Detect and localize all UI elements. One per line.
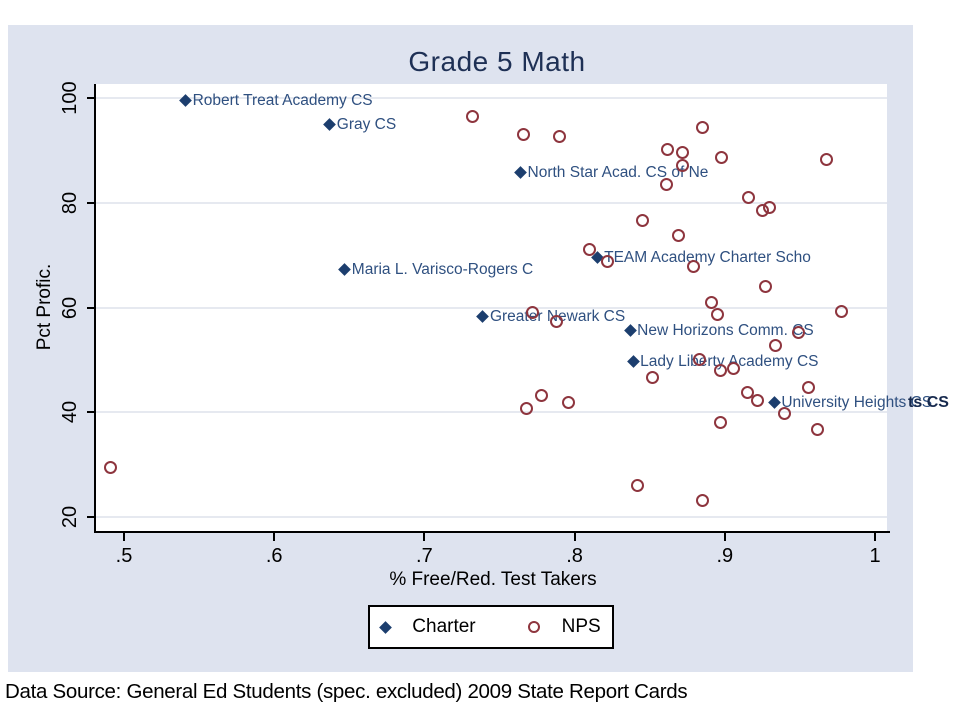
data-source-note: Data Source: General Ed Students (spec. …: [5, 680, 688, 703]
charter-point-label: University Heights CS: [781, 393, 933, 411]
plot-area: Robert Treat Academy CS Gray CS North Star…: [96, 84, 949, 531]
charter-point: [323, 118, 337, 132]
nps-point: [811, 422, 825, 436]
nps-point: [692, 352, 706, 366]
nps-point: [601, 254, 615, 268]
y-tick-label-40: 40: [59, 401, 81, 424]
charter-point: [338, 262, 352, 276]
nps-point: [550, 314, 564, 328]
open-circle-icon: [527, 621, 540, 633]
nps-point: [686, 260, 700, 274]
nps-point: [671, 228, 685, 242]
nps-point: [715, 151, 729, 165]
x-tick-label-0.8: .8: [566, 545, 583, 567]
chart-title: Grade 5 Math: [408, 46, 586, 77]
nps-point: [676, 145, 690, 159]
nps-point: [802, 380, 816, 394]
gridline-y-40: [96, 411, 887, 414]
legend-label: Charter: [412, 616, 476, 637]
y-axis-line: [94, 84, 96, 533]
x-tick-label-0.6: .6: [265, 545, 283, 567]
nps-point: [835, 304, 849, 318]
nps-point: [751, 393, 765, 407]
nps-point: [661, 142, 675, 156]
nps-point: [562, 395, 576, 409]
y-axis-title: Pct Profic.: [34, 263, 55, 351]
legend-label: NPS: [561, 616, 601, 637]
y-tick-label-80: 80: [59, 191, 81, 214]
charter-point: [623, 324, 637, 337]
nps-point: [583, 242, 597, 256]
nps-point: [103, 460, 117, 474]
x-tick-0.6: [273, 533, 276, 541]
legend-item-charter: Charter: [379, 616, 476, 638]
x-tick-0.9: [723, 533, 726, 541]
gridline-y-100: [96, 97, 887, 99]
nps-point: [517, 128, 531, 142]
charter-point-label: Gray CS: [336, 116, 397, 134]
x-tick-label-1: 1: [869, 545, 881, 567]
y-tick-label-60: 60: [59, 296, 81, 319]
charter-point-label: New Horizons Comm. CS: [637, 322, 814, 340]
nps-point: [763, 200, 777, 214]
nps-point: [820, 152, 834, 166]
charter-point-label: Lady Liberty Academy CS: [640, 352, 819, 370]
y-tick-40: [87, 411, 95, 414]
y-tick-20: [87, 516, 95, 518]
charter-point-label: North Star Acad. CS of Ne: [527, 163, 709, 181]
x-tick-0.7: [423, 533, 426, 541]
x-axis-title: % Free/Red. Test Takers: [389, 569, 597, 590]
nps-point: [520, 402, 534, 416]
charter-point: [767, 395, 781, 409]
nps-point: [465, 109, 479, 123]
x-axis-line: [94, 531, 890, 533]
y-tick-label-100: 100: [59, 81, 81, 115]
charter-point: [626, 355, 640, 368]
nps-point: [526, 305, 540, 319]
legend-item-nps: NPS: [527, 616, 601, 638]
gridline-y-20: [96, 516, 887, 518]
nps-point: [758, 280, 772, 294]
charter-point-label: Robert Treat Academy CS: [192, 92, 373, 110]
y-tick-label-20: 20: [59, 505, 81, 529]
charter-point: [476, 310, 490, 323]
diamond-icon: [379, 620, 393, 634]
charter-point-label: Maria L. Varisco-Rogers C: [351, 260, 534, 278]
y-tick-100: [87, 97, 95, 99]
x-tick-0.5: [123, 533, 125, 541]
x-tick-1: [874, 533, 876, 541]
charter-point: [514, 165, 527, 179]
nps-point: [713, 415, 727, 429]
nps-point: [659, 177, 673, 191]
nps-point: [791, 325, 805, 339]
x-tick-0.8: [573, 533, 576, 541]
nps-point: [713, 363, 727, 377]
nps-point: [646, 370, 660, 384]
nps-point: [676, 159, 690, 173]
nps-point: [535, 388, 549, 402]
nps-point: [631, 478, 645, 492]
nps-point: [769, 338, 783, 352]
legend: Charter NPS: [368, 605, 614, 649]
y-tick-80: [87, 201, 95, 204]
gridline-y-60: [96, 306, 887, 309]
nps-point: [778, 406, 792, 420]
x-tick-label-0.7: .7: [416, 545, 433, 567]
charter-point-label: TEAM Academy Charter Scho: [604, 248, 811, 266]
nps-point: [727, 361, 741, 375]
nps-point: [710, 307, 724, 321]
y-tick-60: [87, 306, 95, 309]
nps-point: [553, 129, 567, 143]
nps-point: [704, 295, 718, 309]
nps-point: [695, 493, 709, 507]
x-tick-label-0.9: .9: [716, 545, 734, 567]
x-tick-label-0.5: .5: [115, 545, 133, 567]
nps-point: [635, 214, 649, 228]
nps-point: [695, 120, 709, 134]
nps-point: [740, 385, 754, 399]
nps-point: [742, 191, 756, 204]
gridline-y-80: [96, 201, 887, 204]
clipped-label-fragment: ts CS: [908, 393, 949, 411]
